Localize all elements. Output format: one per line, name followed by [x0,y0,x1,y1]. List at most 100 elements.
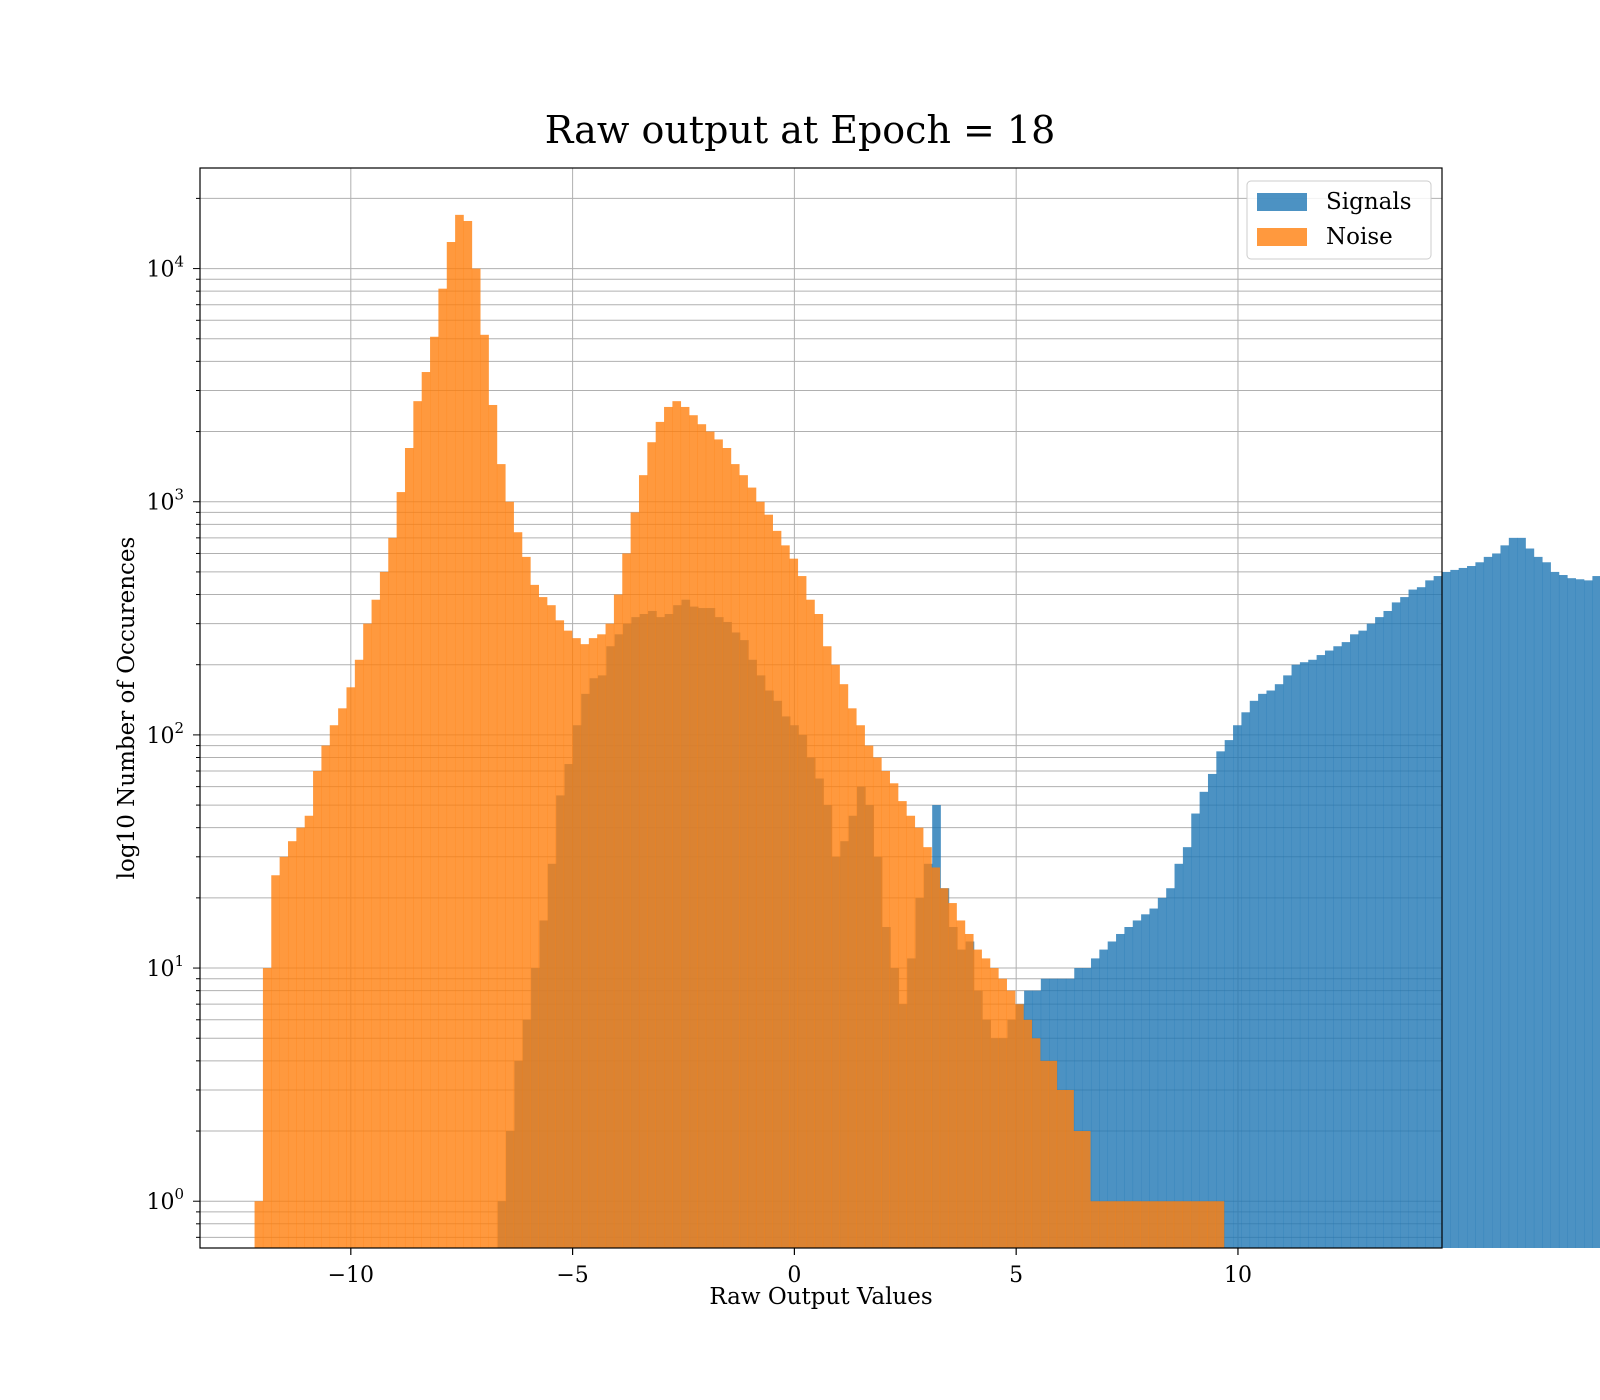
bar-signals [1383,610,1393,1248]
bar-noise [1132,1201,1141,1248]
y-tick-label: 102 [146,719,184,749]
bar-signals [1191,813,1200,1248]
bar-noise [789,558,799,1248]
bar-noise [338,708,347,1248]
bar-noise [714,439,723,1248]
bar-noise [814,614,824,1248]
bar-noise [989,968,999,1248]
bar-noise [697,424,707,1249]
bar-noise [279,856,289,1248]
bar-noise [605,623,615,1248]
y-tick-label: 101 [146,952,184,982]
bar-noise [939,888,949,1248]
bar-noise [379,571,389,1248]
bar-signals [1550,571,1560,1248]
bar-noise [505,501,514,1248]
y-axis-ticks: 100 101 102 103 104 [146,197,200,1238]
bar-noise [271,875,280,1248]
bar-noise [797,576,807,1248]
bar-noise [1031,1038,1041,1248]
bar-noise [296,827,305,1248]
bar-noise [931,867,941,1248]
bar-noise [781,545,790,1248]
bar-signals [1274,684,1284,1248]
bar-noise [664,406,673,1248]
bar-signals [1082,968,1092,1248]
bar-noise [1123,1201,1133,1248]
bar-signals [1416,587,1426,1248]
bar-signals [1216,751,1225,1248]
bar-noise [496,464,506,1248]
bar-noise [981,958,991,1248]
bar-noise [254,1201,264,1248]
bar-noise [446,242,456,1248]
y-axis-label: log10 Number of Occurences [114,537,140,880]
bar-noise [597,634,606,1248]
bar-signals [1291,664,1301,1248]
bar-noise [455,214,464,1249]
bar-signals [1141,914,1150,1248]
bar-signals [1458,567,1468,1248]
bar-noise [806,599,815,1248]
bar-signals [1542,562,1551,1248]
x-axis-ticks: −10 −5 0 5 10 [328,1248,1252,1288]
bar-noise [722,448,732,1248]
bar-noise [1148,1201,1158,1248]
bar-signals [1375,617,1384,1248]
x-tick-label: −5 [556,1263,588,1288]
bar-noise [973,949,982,1248]
bar-noise [998,978,1007,1248]
bar-noise [488,404,498,1249]
bar-noise [1065,1089,1074,1248]
bar-noise [1073,1131,1083,1248]
bar-noise [413,401,422,1248]
bar-noise [730,464,740,1248]
bar-signals [1533,556,1543,1248]
bar-signals [1408,589,1418,1248]
bar-signals [1592,576,1600,1248]
legend-label-signals: Signals [1326,189,1412,215]
bar-noise [864,745,874,1248]
bar-noise [463,220,473,1249]
bar-noise [555,620,565,1248]
legend-label-noise: Noise [1326,224,1393,250]
bar-noise [906,815,916,1248]
bar-noise [747,487,757,1249]
bar-noise [755,501,765,1248]
bar-signals [1090,958,1100,1248]
bar-signals [1475,562,1485,1248]
bar-noise [421,372,431,1248]
bar-noise [572,638,581,1248]
bar-signals [1584,580,1593,1248]
bar-noise [655,421,665,1248]
bar-signals [1157,897,1167,1248]
bar-noise [321,745,331,1248]
legend-swatch-noise [1257,228,1307,246]
bar-signals [1525,548,1535,1248]
bar-noise [1056,1089,1066,1248]
bar-noise [839,684,849,1248]
bar-noise [354,659,364,1248]
chart-title: Raw output at Epoch = 18 [545,108,1056,152]
legend-swatch-signals [1257,193,1307,211]
bar-signals [1358,630,1368,1248]
bar-noise [822,646,832,1248]
bar-signals [1492,553,1501,1248]
bar-noise [948,903,957,1248]
x-tick-label: 0 [787,1263,801,1288]
bar-signals [1483,556,1493,1248]
bar-noise [680,406,690,1248]
bar-noise [547,605,556,1248]
bar-signals [1575,579,1585,1248]
bar-noise [480,334,489,1248]
bar-noise [831,664,840,1248]
bar-noise [914,827,924,1248]
bar-noise [388,537,397,1248]
bar-noise [1190,1201,1200,1248]
bar-noise [672,401,682,1248]
bar-signals [1283,675,1292,1248]
bar-noise [1023,1019,1033,1248]
bar-noise [1173,1201,1183,1248]
bar-signals [1350,634,1359,1248]
